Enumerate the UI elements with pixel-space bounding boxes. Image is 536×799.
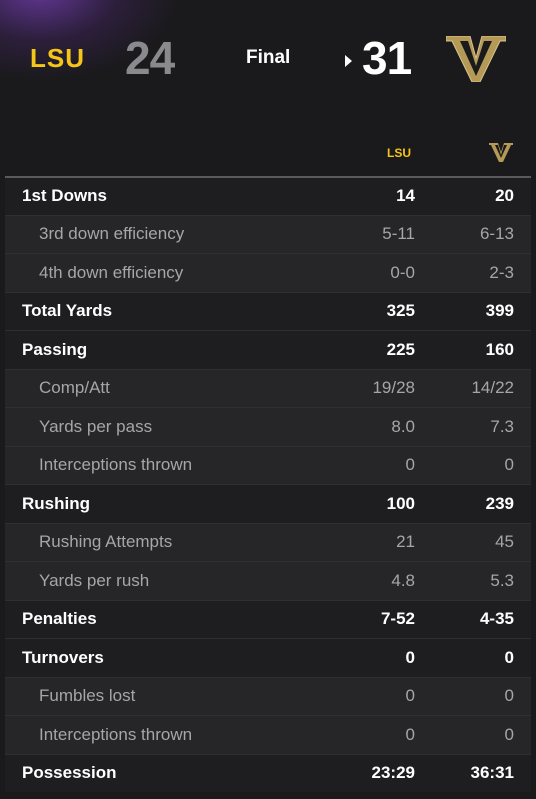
winner-arrow-icon — [345, 55, 352, 67]
stat-value-lsu: 0 — [405, 724, 415, 744]
stat-value-vanderbilt: 0 — [504, 686, 514, 706]
stat-label: Yards per pass — [39, 416, 153, 436]
stat-row: Interceptions thrown 0 0 — [5, 445, 531, 484]
stat-row: Interceptions thrown 0 0 — [5, 715, 531, 754]
stat-value-vanderbilt: 0 — [504, 455, 514, 475]
home-score: 31 — [362, 32, 412, 84]
stat-value-lsu: 7-52 — [380, 609, 415, 629]
stat-label: Fumbles lost — [39, 686, 136, 706]
stat-label: Interceptions thrown — [39, 455, 193, 475]
column-header-vanderbilt-logo — [488, 140, 514, 164]
stat-value-vanderbilt: 160 — [485, 339, 514, 359]
stat-label: Penalties — [22, 609, 97, 629]
stat-value-lsu: 100 — [386, 493, 415, 513]
vanderbilt-small-logo-icon — [489, 143, 513, 162]
stat-label: 3rd down efficiency — [39, 224, 185, 244]
stat-row: Total Yards 325 399 — [5, 291, 531, 330]
team-stats-table: 1st Downs 14 20 3rd down efficiency 5-11 6-13… — [5, 176, 531, 792]
stat-row: Yards per rush 4.8 5.3 — [5, 561, 531, 600]
stat-label: Passing — [22, 339, 88, 359]
stat-label: 4th down efficiency — [39, 262, 184, 282]
stat-row: 4th down efficiency 0-0 2-3 — [5, 253, 531, 292]
stat-label: Rushing Attempts — [39, 532, 173, 552]
stat-value-lsu: 0 — [405, 647, 415, 667]
stat-row: 3rd down efficiency 5-11 6-13 — [5, 214, 531, 253]
stat-row: Rushing 100 239 — [5, 484, 531, 523]
stat-value-vanderbilt: 0 — [504, 724, 514, 744]
stat-value-vanderbilt: 20 — [495, 186, 514, 206]
stat-value-lsu: 21 — [396, 532, 415, 552]
stat-value-vanderbilt: 6-13 — [479, 224, 514, 244]
stat-row: Passing 225 160 — [5, 330, 531, 369]
stat-value-lsu: 0 — [405, 455, 415, 475]
lsu-small-logo-icon: LSU — [387, 146, 411, 160]
stat-value-vanderbilt: 4-35 — [479, 609, 514, 629]
stat-label: Comp/Att — [39, 378, 110, 398]
stat-row: Fumbles lost 0 0 — [5, 676, 531, 715]
stat-row: Turnovers 0 0 — [5, 638, 531, 677]
stat-value-lsu: 23:29 — [371, 763, 415, 783]
stat-value-lsu: 325 — [386, 301, 415, 321]
lsu-logo-text: LSU — [30, 44, 85, 72]
stat-label: Possession — [22, 763, 117, 783]
game-status: Final — [246, 47, 291, 68]
stat-value-vanderbilt: 239 — [485, 493, 514, 513]
stat-value-vanderbilt: 399 — [485, 301, 514, 321]
stat-value-vanderbilt: 5.3 — [490, 570, 514, 590]
stat-value-lsu: 225 — [386, 339, 415, 359]
stat-row: Yards per pass 8.0 7.3 — [5, 407, 531, 446]
stat-value-lsu: 0-0 — [390, 262, 415, 282]
stat-value-lsu: 5-11 — [382, 224, 415, 244]
stat-value-vanderbilt: 2-3 — [489, 262, 514, 282]
stat-label: Rushing — [22, 493, 90, 513]
stat-value-vanderbilt: 14/22 — [471, 378, 514, 398]
stat-row: Comp/Att 19/28 14/22 — [5, 368, 531, 407]
stat-value-vanderbilt: 45 — [495, 532, 514, 552]
vanderbilt-logo[interactable] — [446, 36, 506, 82]
stat-row: Rushing Attempts 21 45 — [5, 522, 531, 561]
stat-value-lsu: 8.0 — [391, 416, 415, 436]
stat-row: Possession 23:29 36:31 — [5, 753, 531, 792]
stat-row: Penalties 7-52 4-35 — [5, 599, 531, 638]
scoreboard-header: LSU 24 Final 31 — [0, 0, 536, 120]
stat-label: Turnovers — [22, 647, 104, 667]
stat-label: Yards per rush — [39, 570, 150, 590]
stat-value-lsu: 4.8 — [391, 570, 415, 590]
lsu-small-logo-text: LSU — [387, 146, 411, 160]
stat-label: Interceptions thrown — [39, 724, 193, 744]
column-header-lsu-logo: LSU — [386, 140, 416, 164]
lsu-logo[interactable]: LSU — [30, 44, 94, 72]
stat-value-vanderbilt: 7.3 — [490, 416, 514, 436]
stat-row: 1st Downs 14 20 — [5, 176, 531, 215]
stat-value-lsu: 19/28 — [372, 378, 415, 398]
stat-value-lsu: 0 — [405, 686, 415, 706]
stat-label: 1st Downs — [22, 186, 108, 206]
stat-value-vanderbilt: 36:31 — [470, 763, 514, 783]
stat-label: Total Yards — [22, 301, 113, 321]
stat-value-vanderbilt: 0 — [504, 647, 514, 667]
away-score: 24 — [125, 32, 175, 84]
stat-value-lsu: 14 — [396, 186, 415, 206]
